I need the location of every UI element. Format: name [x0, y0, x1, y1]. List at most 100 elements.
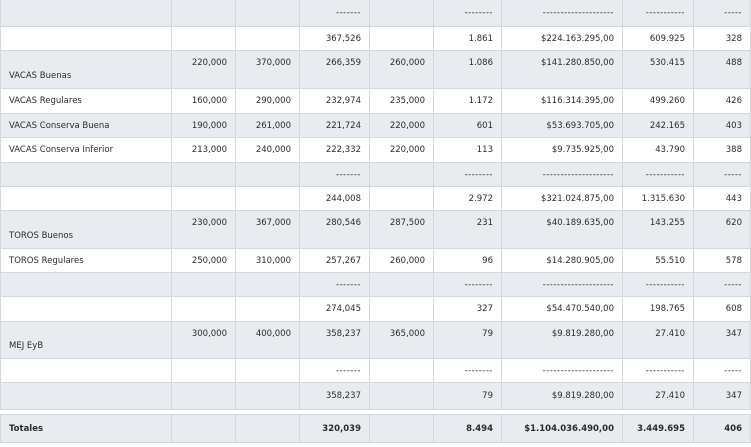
- cell-mode: 287,500: [370, 211, 434, 249]
- cell-kg: 27.410: [623, 383, 694, 410]
- table-row: MEJ EyB 300,000 400,000 358,237 365,000 79 $9.…: [0, 322, 751, 359]
- cell-category: TOROS Regulares: [0, 249, 172, 273]
- table-row: VACAS Conserva Inferior 213,000 240,000 222…: [0, 138, 751, 163]
- cell-max: 310,000: [236, 249, 300, 273]
- subtotal-row: 244,008 2.972 $321.024.875,00 1.315.630 443: [0, 187, 751, 211]
- cell-min: 230,000: [172, 211, 236, 249]
- cell-avg: 232,974: [300, 89, 370, 114]
- cell-avg-kg: 426: [694, 89, 751, 114]
- cell-category: VACAS Regulares: [0, 89, 172, 114]
- totals-cell-kg: 3.449.695: [623, 414, 694, 443]
- cell-head-count: 96: [434, 249, 502, 273]
- cell-max: [236, 383, 300, 410]
- cell-category: [0, 359, 172, 383]
- cell-category: [0, 27, 172, 51]
- cell-mode: 235,000: [370, 89, 434, 114]
- cell-avg-kg: 488: [694, 51, 751, 89]
- subtotal-row: 367,526 1.861 $224.163.295,00 609.925 328: [0, 27, 751, 51]
- cell-avg-kg: -----: [694, 273, 751, 297]
- cell-max: [236, 163, 300, 187]
- cell-category: [0, 0, 172, 27]
- cell-mode: 365,000: [370, 322, 434, 359]
- cell-kg: 143.255: [623, 211, 694, 249]
- cell-min: 213,000: [172, 138, 236, 163]
- cell-kg: 55.510: [623, 249, 694, 273]
- cell-head-count: --------: [434, 359, 502, 383]
- cell-avg-kg: 578: [694, 249, 751, 273]
- cell-max: 290,000: [236, 89, 300, 114]
- cell-max: [236, 273, 300, 297]
- totals-table: Totales 320,039 8.494 $1.104.036.490,00 …: [0, 414, 751, 443]
- totals-cell-max: [236, 414, 300, 443]
- cell-mode: 260,000: [370, 249, 434, 273]
- cell-mode: [370, 383, 434, 410]
- cell-avg: 266,359: [300, 51, 370, 89]
- cell-min: [172, 187, 236, 211]
- cell-kg: -----------: [623, 163, 694, 187]
- cell-head-count: 2.972: [434, 187, 502, 211]
- cell-min: [172, 297, 236, 322]
- cell-kg: 242.165: [623, 114, 694, 138]
- cell-head-count: --------: [434, 273, 502, 297]
- cell-head-count: 79: [434, 322, 502, 359]
- cell-mode: 220,000: [370, 138, 434, 163]
- cell-min: 190,000: [172, 114, 236, 138]
- cell-amount: $141.280.850,00: [502, 51, 623, 89]
- cell-avg-kg: 347: [694, 322, 751, 359]
- cell-head-count: 1.861: [434, 27, 502, 51]
- cell-amount: $9.819.280,00: [502, 383, 623, 410]
- cell-kg: 27.410: [623, 322, 694, 359]
- table-row: TOROS Regulares 250,000 310,000 257,267 260,…: [0, 249, 751, 273]
- cell-min: 160,000: [172, 89, 236, 114]
- totals-cell-min: [172, 414, 236, 443]
- cell-max: 367,000: [236, 211, 300, 249]
- cell-min: 300,000: [172, 322, 236, 359]
- cell-max: [236, 187, 300, 211]
- cell-max: [236, 359, 300, 383]
- totals-row: Totales 320,039 8.494 $1.104.036.490,00 …: [0, 414, 751, 443]
- cell-kg: -----------: [623, 273, 694, 297]
- totals-label: Totales: [0, 414, 172, 443]
- cell-amount: --------------------: [502, 0, 623, 27]
- cell-avg: 244,008: [300, 187, 370, 211]
- cell-max: 240,000: [236, 138, 300, 163]
- cell-mode: [370, 163, 434, 187]
- cell-min: [172, 273, 236, 297]
- cell-category: MEJ EyB: [0, 322, 172, 359]
- cell-avg-kg: 328: [694, 27, 751, 51]
- cell-kg: 499.260: [623, 89, 694, 114]
- cell-avg-kg: -----: [694, 359, 751, 383]
- cell-head-count: 327: [434, 297, 502, 322]
- cell-avg: 367,526: [300, 27, 370, 51]
- cell-avg: -------: [300, 273, 370, 297]
- table-row: TOROS Buenos 230,000 367,000 280,546 287,500…: [0, 211, 751, 249]
- cell-amount: $321.024.875,00: [502, 187, 623, 211]
- table-row: VACAS Buenas 220,000 370,000 266,359 260,000…: [0, 51, 751, 89]
- cell-amount: $9.819.280,00: [502, 322, 623, 359]
- cell-min: [172, 163, 236, 187]
- cell-mode: 260,000: [370, 51, 434, 89]
- totals-cell-mode: [370, 414, 434, 443]
- cell-mode: [370, 273, 434, 297]
- cell-max: 370,000: [236, 51, 300, 89]
- subtotal-row: 274,045 327 $54.470.540,00 198.765 608: [0, 297, 751, 322]
- cell-mode: [370, 27, 434, 51]
- cell-avg: -------: [300, 359, 370, 383]
- totals-cell-avg: 320,039: [300, 414, 370, 443]
- cell-head-count: 601: [434, 114, 502, 138]
- cell-head-count: 113: [434, 138, 502, 163]
- cell-amount: $116.314.395,00: [502, 89, 623, 114]
- subtotal-row: 358,237 79 $9.819.280,00 27.410 347: [0, 383, 751, 410]
- cell-kg: 530.415: [623, 51, 694, 89]
- separator-row: ------- -------- -------------------- -----…: [0, 273, 751, 297]
- cell-avg-kg: -----: [694, 163, 751, 187]
- cell-avg-kg: 443: [694, 187, 751, 211]
- cell-head-count: --------: [434, 0, 502, 27]
- table-row: VACAS Regulares 160,000 290,000 232,974 235,…: [0, 89, 751, 114]
- cell-amount: $9.735.925,00: [502, 138, 623, 163]
- cell-min: 250,000: [172, 249, 236, 273]
- cell-avg: -------: [300, 0, 370, 27]
- cell-category: [0, 383, 172, 410]
- cell-max: [236, 27, 300, 51]
- cell-avg-kg: 388: [694, 138, 751, 163]
